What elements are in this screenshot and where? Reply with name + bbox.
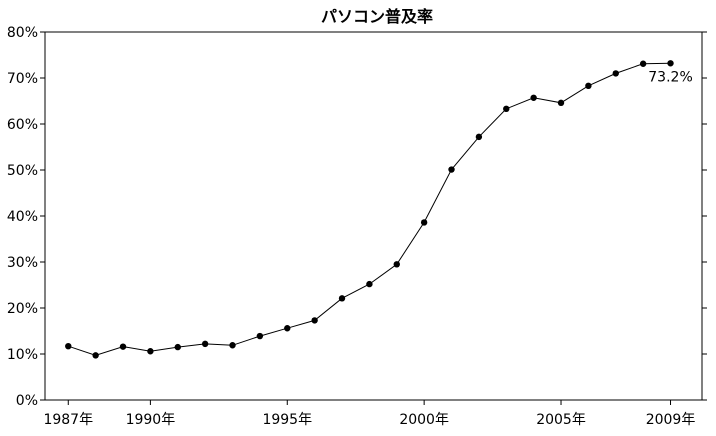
- data-point: [229, 342, 236, 349]
- data-point: [585, 82, 592, 90]
- data-point: [92, 352, 99, 359]
- data-point: [393, 261, 400, 268]
- data-point: [65, 342, 72, 350]
- data-point: [119, 343, 127, 350]
- data-point: [475, 133, 483, 141]
- data-point: [530, 94, 537, 101]
- data-point: [147, 348, 154, 355]
- chart-title: パソコン普及率: [321, 7, 433, 26]
- data-points: [65, 60, 674, 359]
- x-tick-label: 1990年: [126, 412, 176, 428]
- y-axis: 0% 10% 20% 30% 40% 50% 60% 70% 80%: [7, 25, 707, 409]
- data-point: [612, 70, 619, 77]
- data-point: [338, 295, 346, 302]
- y-tick-label: 60%: [7, 117, 38, 133]
- data-point: [667, 60, 674, 67]
- x-tick-label: 1987年: [43, 412, 93, 428]
- y-tick-label: 0%: [16, 393, 38, 409]
- data-point: [284, 325, 291, 332]
- x-tick-label: 2005年: [536, 412, 586, 428]
- y-tick-label: 10%: [7, 347, 38, 363]
- x-tick-label: 2000年: [399, 412, 449, 428]
- data-point: [639, 60, 647, 67]
- series-line: [68, 62, 671, 356]
- x-tick-label: 1995年: [262, 412, 312, 428]
- data-point: [420, 219, 428, 226]
- data-point: [503, 105, 510, 113]
- y-tick-label: 20%: [7, 301, 38, 317]
- data-point: [201, 340, 209, 348]
- data-point: [174, 343, 181, 351]
- y-tick-label: 40%: [7, 209, 38, 225]
- data-label-last: 73.2%: [648, 69, 692, 85]
- data-point: [311, 317, 318, 324]
- data-point: [557, 99, 565, 107]
- plot-frame: [44, 31, 703, 401]
- x-tick-label: 2009年: [646, 412, 696, 428]
- y-tick-label: 30%: [7, 255, 38, 271]
- x-axis: 1987年 1990年 1995年 2000年 2005年 2009年: [43, 400, 695, 428]
- data-point: [448, 166, 455, 173]
- y-tick-label: 70%: [7, 71, 38, 87]
- y-tick-label: 50%: [7, 163, 38, 179]
- data-point: [256, 332, 264, 340]
- data-point: [366, 280, 373, 288]
- y-tick-label: 80%: [7, 25, 38, 41]
